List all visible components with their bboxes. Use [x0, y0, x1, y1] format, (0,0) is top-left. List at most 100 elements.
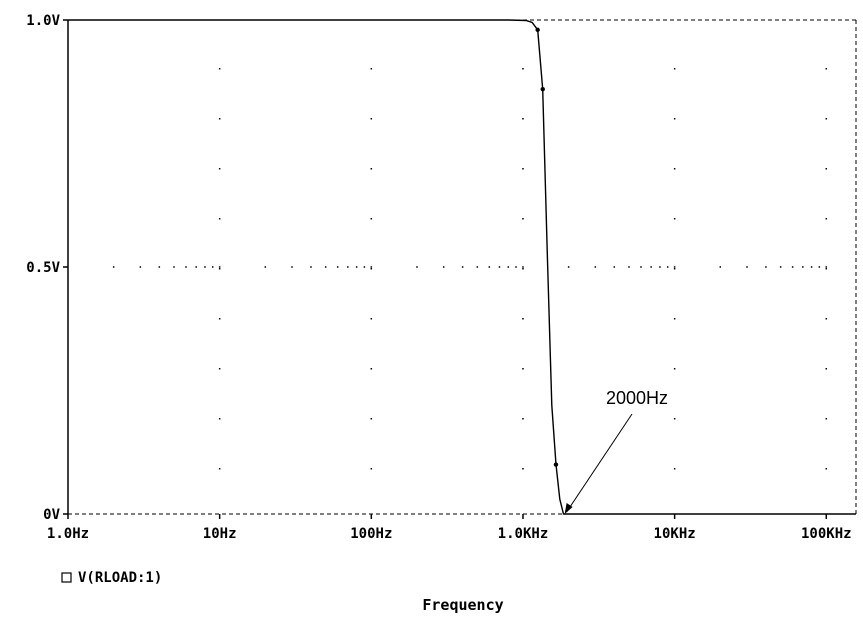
grid-dot	[825, 418, 828, 420]
grid-dot	[370, 368, 373, 370]
series-layer	[68, 19, 856, 515]
grid-dot	[825, 318, 828, 320]
grid-dot	[818, 266, 821, 268]
grid-dot	[522, 418, 524, 420]
grid-dot	[825, 118, 828, 120]
grid-dot	[628, 266, 630, 268]
x-tick-label: 100KHz	[801, 526, 852, 542]
grid-dot	[498, 266, 501, 268]
grid-dot	[825, 268, 828, 270]
grid-dot	[673, 468, 676, 470]
grid-dot	[673, 68, 676, 70]
grid-dot	[673, 218, 676, 220]
grid-dot	[673, 418, 676, 420]
grid-dot	[673, 118, 676, 120]
grid-dot	[112, 266, 115, 268]
x-axis: 1.0Hz 10Hz 100Hz 1.0KHz 10KHz 100KHz	[47, 514, 852, 542]
grid-dot	[185, 266, 187, 268]
grid-dot	[522, 368, 524, 370]
y-tick-label: 0.5V	[26, 260, 60, 276]
grid-dot	[522, 268, 524, 270]
y-tick-label: 0V	[43, 507, 60, 523]
data-point	[535, 27, 540, 33]
grid-dot	[139, 266, 142, 268]
grid-dot	[370, 218, 373, 220]
grid-dot	[218, 318, 221, 320]
grid-dot	[370, 268, 373, 270]
data-point	[553, 462, 559, 467]
grid-dot	[324, 266, 327, 268]
grid-dot	[659, 266, 661, 268]
grid-dot	[719, 266, 722, 268]
grid-dot	[291, 266, 293, 268]
annotation-layer: 2000Hz	[564, 388, 668, 514]
grid-dot	[476, 266, 479, 268]
grid-dot	[336, 266, 339, 268]
legend-entry-v-rload: V(RLOAD:1)	[78, 570, 162, 586]
grid-dot	[264, 266, 267, 268]
grid-dot	[363, 266, 366, 268]
grid-dot	[158, 266, 161, 268]
grid-dot	[218, 418, 221, 420]
grid-dot	[779, 266, 782, 268]
grid-dot	[522, 118, 524, 120]
x-tick-label: 1.0KHz	[498, 526, 549, 542]
grid-dot	[461, 266, 464, 268]
grid-dot	[640, 266, 642, 268]
grid-dot	[173, 266, 175, 268]
grid-dot	[355, 266, 358, 268]
grid-dot	[370, 468, 373, 470]
grid-dot	[218, 468, 221, 470]
grid-dot	[522, 318, 524, 320]
grid-dot	[613, 266, 616, 268]
grid-dot	[370, 68, 373, 70]
series-line-v-rload	[68, 19, 856, 515]
grid-dot	[673, 266, 676, 268]
grid-dot	[765, 266, 767, 268]
grid-dot	[370, 266, 373, 268]
grid-dot	[442, 266, 445, 268]
grid-dot	[810, 266, 813, 268]
grid-dot	[370, 318, 373, 320]
grid-dot	[218, 118, 221, 120]
grid-dot	[218, 68, 221, 70]
x-axis-label: Frequency	[422, 596, 503, 614]
data-point	[540, 86, 545, 92]
grid-dots	[112, 68, 828, 470]
grid-dot	[825, 218, 828, 220]
grid-dot	[204, 266, 206, 268]
grid-dot	[211, 266, 214, 268]
grid-dot	[507, 266, 510, 268]
grid-dot	[522, 218, 524, 220]
grid-dot	[488, 266, 491, 268]
grid-dot	[746, 266, 748, 268]
grid-dot	[218, 368, 221, 370]
x-tick-label: 100Hz	[350, 526, 392, 542]
grid-dot	[673, 318, 676, 320]
grid-dot	[825, 468, 828, 470]
annotation-arrow	[566, 413, 633, 513]
grid-dot	[218, 268, 221, 270]
grid-dot	[594, 266, 597, 268]
x-tick-label: 10KHz	[654, 526, 696, 542]
grid-dot	[825, 266, 828, 268]
grid-dot	[666, 266, 669, 268]
grid-dot	[802, 266, 804, 268]
grid-dot	[218, 218, 221, 220]
grid-dot	[522, 168, 524, 170]
grid-dot	[673, 168, 676, 170]
grid-dot	[825, 68, 828, 70]
legend-marker-icon	[61, 572, 72, 583]
grid-dot	[370, 168, 373, 170]
grid-dot	[195, 266, 197, 268]
grid-dot	[522, 468, 524, 470]
grid-dot	[673, 268, 676, 270]
grid-dot	[347, 266, 349, 268]
grid-dot	[650, 266, 652, 268]
y-tick-label: 1.0V	[26, 13, 60, 29]
grid-dot	[370, 418, 373, 420]
x-tick-label: 10Hz	[203, 526, 237, 542]
grid-dot	[515, 266, 517, 268]
annotation-label: 2000Hz	[606, 388, 668, 408]
